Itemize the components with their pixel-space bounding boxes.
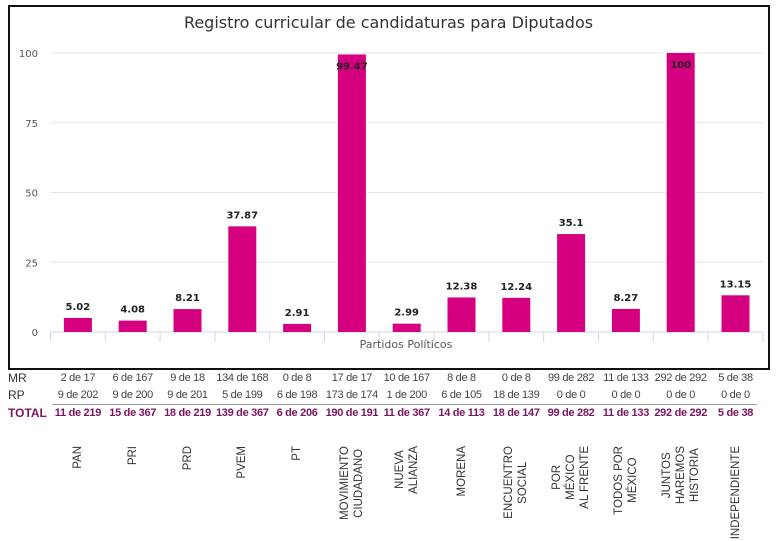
mr-cell: 9 de 18 [170, 372, 205, 384]
bar-juntos [666, 53, 695, 332]
data-label: 8.21 [175, 293, 200, 304]
y-tick-label: 0 [32, 328, 38, 339]
total-cell: 11 de 219 [54, 407, 102, 419]
x-category-label: INDEPENDIENTE [729, 446, 742, 540]
y-tick-label: 50 [25, 189, 38, 200]
bar-nueva [392, 323, 421, 332]
total-cell: 18 de 219 [164, 407, 211, 419]
bar-por [557, 234, 586, 332]
data-label: 12.24 [500, 282, 532, 293]
rp-cell: 9 de 201 [167, 389, 208, 401]
rp-cell: 173 de 174 [325, 389, 378, 401]
mr-cell: 99 de 282 [547, 372, 595, 384]
bar-independiente [721, 295, 750, 332]
total-cell: 14 de 113 [438, 407, 485, 419]
y-tick-label: 75 [25, 119, 38, 130]
rp-cell: 6 de 198 [276, 389, 318, 401]
bar-encuentro [502, 297, 531, 332]
x-category-label: MORENA [455, 446, 468, 497]
rp-cell: 0 de 0 [666, 389, 696, 401]
rp-cell: 0 de 0 [721, 389, 750, 401]
x-axis-title: Partidos Políticos [360, 338, 453, 351]
mr-cell: 292 de 292 [654, 372, 707, 384]
mr-cell: 2 de 17 [60, 372, 96, 384]
rp-row-label: RP [8, 388, 25, 402]
total-cell: 15 de 367 [109, 407, 157, 419]
data-label: 2.91 [285, 308, 310, 319]
total-cell: 11 de 367 [383, 407, 431, 419]
chart-frame [8, 5, 770, 370]
rp-cell: 5 de 199 [222, 389, 263, 401]
data-label: 99.47 [336, 61, 368, 72]
x-category-label: PT [291, 446, 304, 461]
mr-cell: 10 de 167 [383, 372, 431, 384]
bar-pvem [228, 226, 257, 332]
data-label: 8.27 [614, 293, 639, 304]
total-cell: 139 de 367 [215, 407, 269, 419]
total-cell: 11 de 133 [602, 407, 650, 419]
mr-cell: 8 de 8 [447, 372, 476, 384]
rp-cell: 1 de 200 [386, 389, 427, 401]
rp-cell: 9 de 202 [57, 389, 99, 401]
total-cell: 292 de 292 [654, 407, 708, 419]
x-category-label: PRI [126, 446, 139, 466]
data-label: 100 [670, 60, 691, 71]
x-category-label: ENCUENTRO SOCIAL [503, 446, 530, 519]
data-label: 37.87 [226, 210, 258, 221]
x-category-label: PRD [181, 446, 194, 471]
x-category-label: POR MÉXICO AL FRENTE [551, 446, 592, 509]
x-category-label: TODOS POR MÉXICO [612, 446, 639, 515]
mr-cell: 11 de 133 [603, 372, 649, 384]
bar-pri [118, 320, 147, 332]
x-category-label: NUEVA ALIANZA [393, 446, 420, 494]
bar-movimiento [337, 54, 366, 332]
x-category-label: JUNTOS HAREMOS HISTORIA [660, 446, 701, 505]
data-label: 13.15 [720, 279, 752, 290]
rp-cell: 0 de 0 [611, 389, 641, 401]
bar-pt [283, 323, 312, 332]
total-row-label: TOTAL [8, 406, 47, 420]
rp-cell: 0 de 0 [556, 389, 586, 401]
x-category-label: PAN [71, 446, 84, 469]
chart-title: Registro curricular de candidaturas para… [183, 13, 594, 32]
data-label: 2.99 [394, 308, 419, 319]
bar-chart: 0 25 50 75 100 5.02 4.08 8.21 37.87 2.91 99.47 2.99… [19, 49, 764, 351]
total-cell: 190 de 191 [325, 407, 379, 419]
bar-pan [63, 317, 92, 332]
bar-prd [173, 309, 202, 332]
rp-cell: 18 de 139 [493, 389, 540, 401]
y-tick-label: 25 [25, 258, 38, 269]
mr-cell: 17 de 17 [331, 372, 373, 384]
mr-cell: 6 de 167 [112, 372, 153, 384]
data-label: 35.1 [559, 218, 584, 229]
rp-cell: 6 de 105 [441, 389, 482, 401]
mr-cell: 134 de 168 [216, 372, 269, 384]
data-label: 12.38 [446, 281, 478, 292]
data-label: 4.08 [120, 305, 145, 316]
mr-cell: 0 de 8 [282, 372, 312, 384]
x-category-label: PVEM [236, 446, 249, 479]
x-category-label: MOVIMIENTO CIUDADANO [338, 446, 365, 520]
data-label: 5.02 [66, 302, 91, 313]
total-cell: 18 de 147 [492, 407, 540, 419]
mr-row-label: MR [8, 371, 27, 385]
bar-morena [447, 297, 476, 332]
total-cell: 6 de 206 [276, 407, 318, 419]
y-tick-label: 100 [19, 49, 38, 60]
mr-cell: 0 de 8 [501, 372, 531, 384]
total-cell: 5 de 38 [717, 407, 754, 419]
total-cell: 99 de 282 [547, 407, 595, 419]
mr-cell: 5 de 38 [718, 372, 753, 384]
table-divider [52, 404, 757, 405]
bar-todos por [611, 308, 640, 332]
rp-cell: 9 de 200 [112, 389, 153, 401]
